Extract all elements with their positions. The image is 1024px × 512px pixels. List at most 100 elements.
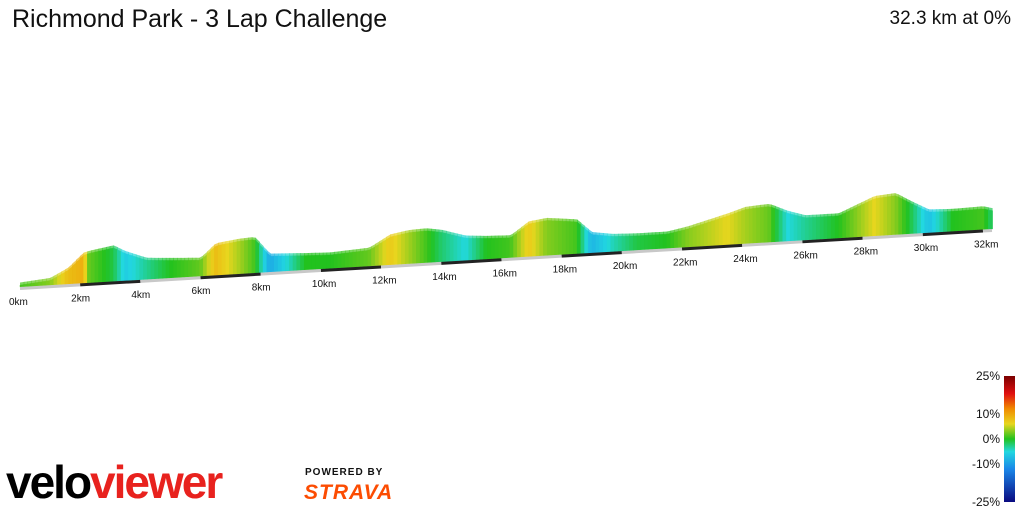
- profile-top-edge: [348, 249, 354, 253]
- profile-top-edge: [793, 212, 799, 216]
- profile-top-edge: [700, 221, 705, 225]
- profile-top-edge: [117, 247, 122, 252]
- profile-top-edge: [606, 233, 612, 237]
- profile-top-edge: [319, 252, 324, 256]
- profile-top-edge: [543, 217, 548, 221]
- profile-top-edge: [950, 208, 956, 212]
- profile-top-edge: [595, 232, 601, 236]
- colorbar-tick-label: 0%: [983, 432, 1001, 446]
- profile-top-edge: [924, 207, 930, 212]
- x-tick-label: 0km: [9, 297, 28, 308]
- colorbar-tick-label: 25%: [976, 369, 1000, 383]
- profile-top-edge: [618, 233, 623, 237]
- profile-top-edge: [846, 207, 851, 213]
- profile-top-edge: [91, 249, 96, 253]
- profile-top-edge: [434, 229, 440, 233]
- profile-top-edge: [386, 234, 391, 240]
- profile-top-edge: [980, 206, 986, 210]
- profile-top-edge: [876, 195, 881, 199]
- profile-top-edge: [674, 228, 679, 233]
- profile-top-edge: [135, 254, 141, 259]
- profile-top-edge: [397, 231, 402, 236]
- axis-band: [260, 269, 322, 276]
- profile-top-edge: [573, 219, 578, 223]
- profile-top-edge: [184, 257, 189, 261]
- profile-top-edge: [962, 207, 967, 211]
- profile-top-edge: [263, 246, 268, 253]
- profile-top-edge: [438, 229, 444, 233]
- axis-band: [80, 279, 141, 287]
- profile-top-edge: [225, 240, 230, 244]
- x-tick-label: 14km: [432, 272, 456, 283]
- profile-top-edge: [883, 194, 888, 198]
- profile-top-edge: [621, 233, 627, 237]
- profile-top-edge: [603, 233, 608, 236]
- profile-top-edge: [820, 214, 825, 217]
- profile-top-edge: [692, 223, 698, 228]
- profile-top-edge: [640, 232, 645, 236]
- axis-band: [621, 247, 683, 255]
- x-tick-label: 20km: [613, 261, 637, 272]
- axis-band: [381, 261, 442, 269]
- profile-top-edge: [352, 249, 358, 253]
- profile-top-edge: [322, 252, 328, 256]
- profile-top-edge: [797, 213, 802, 217]
- x-tick-label: 8km: [252, 283, 271, 294]
- profile-top-edge: [760, 204, 765, 208]
- profile-top-edge: [625, 233, 630, 237]
- profile-top-edge: [199, 255, 204, 261]
- profile-top-edge: [375, 241, 380, 247]
- profile-top-edge: [666, 230, 672, 235]
- profile-top-edge: [457, 233, 462, 238]
- profile-top-edge: [745, 206, 750, 210]
- profile-top-edge: [345, 250, 350, 254]
- profile-top-edge: [281, 253, 287, 256]
- profile-top-edge: [46, 277, 51, 282]
- profile-top-edge: [834, 213, 840, 216]
- profile-top-edge: [659, 231, 664, 235]
- profile-top-edge: [562, 218, 567, 222]
- axis-band: [441, 258, 502, 265]
- profile-top-edge: [311, 252, 316, 256]
- profile-top-edge: [158, 257, 163, 261]
- profile-top-edge: [289, 253, 294, 256]
- profile-top-edge: [270, 253, 275, 257]
- profile-top-edge: [909, 200, 915, 205]
- profile-top-edge: [330, 251, 335, 255]
- profile-top-edge: [390, 233, 395, 237]
- profile-top-edge: [296, 253, 301, 256]
- profile-top-edge: [120, 248, 126, 254]
- profile-top-edge: [61, 269, 66, 275]
- profile-top-edge: [341, 250, 346, 254]
- profile-top-edge: [27, 280, 32, 284]
- profile-top-edge: [973, 206, 978, 210]
- profile-top-edge: [644, 232, 649, 236]
- profile-top-edge: [371, 243, 376, 249]
- x-tick-label: 18km: [553, 265, 577, 276]
- x-tick-label: 28km: [854, 247, 878, 258]
- profile-top-edge: [816, 214, 821, 218]
- profile-top-edge: [472, 235, 477, 239]
- profile-top-edge: [599, 232, 604, 236]
- profile-top-edge: [965, 207, 971, 211]
- profile-top-edge: [734, 209, 739, 214]
- profile-top-edge: [87, 250, 92, 254]
- profile-top-edge: [147, 257, 152, 261]
- axis-band: [19, 283, 81, 290]
- profile-top-edge: [195, 257, 201, 261]
- page-title: Richmond Park - 3 Lap Challenge: [12, 5, 388, 33]
- profile-top-edge: [958, 208, 963, 211]
- profile-top-edge: [405, 230, 410, 234]
- profile-top-edge: [790, 211, 795, 215]
- profile-top-edge: [76, 256, 81, 263]
- axis-band: [862, 233, 923, 240]
- profile-top-edge: [162, 257, 167, 261]
- axis-band: [501, 254, 562, 262]
- profile-layer: [19, 193, 993, 288]
- profile-top-edge: [363, 247, 369, 251]
- profile-top-edge: [244, 237, 249, 241]
- profile-top-edge: [128, 252, 133, 256]
- profile-top-edge: [663, 231, 668, 235]
- profile-top-edge: [730, 210, 735, 215]
- profile-top-edge: [251, 237, 257, 241]
